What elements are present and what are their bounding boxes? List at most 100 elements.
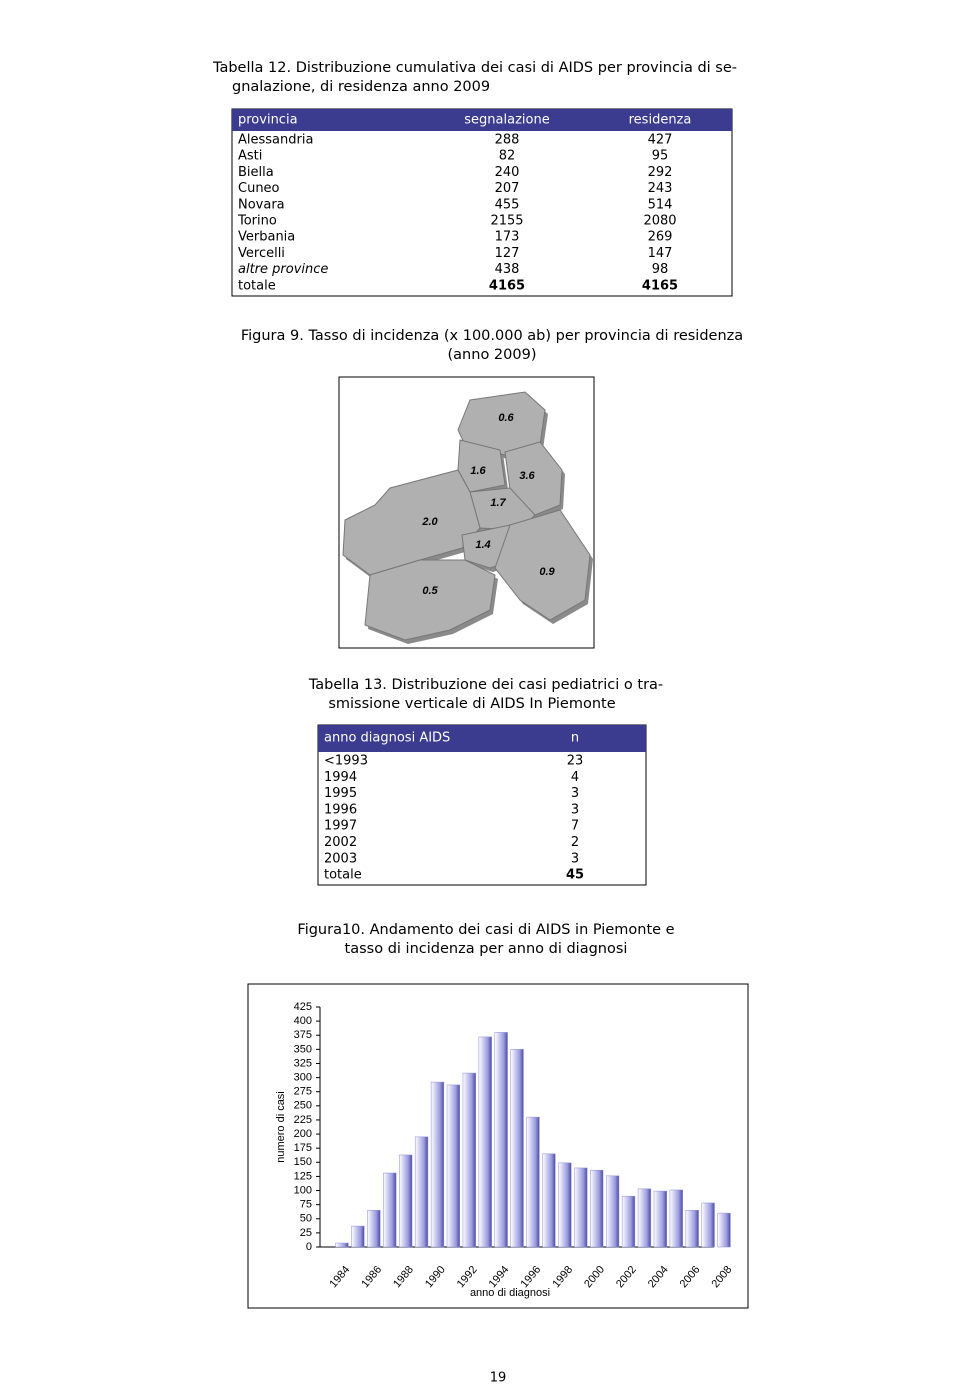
y-tick-label: 100 (294, 1184, 312, 1196)
table-cell: Biella (238, 165, 274, 180)
x-tick-label: 2008 (710, 1264, 735, 1290)
y-axis-label: numero di casi (275, 1091, 287, 1163)
y-tick-label: 0 (306, 1241, 312, 1253)
table-cell: Verbania (238, 230, 295, 245)
y-tick-label: 75 (300, 1199, 312, 1211)
map-label: 0.5 (422, 585, 438, 597)
table-cell: 95 (652, 149, 669, 164)
y-tick-label: 425 (294, 1001, 312, 1013)
table-cell: 4165 (642, 278, 678, 293)
y-tick-label: 200 (294, 1128, 312, 1140)
table-cell: Vercelli (238, 246, 285, 261)
bar (446, 1084, 461, 1248)
table-cell: 269 (648, 230, 673, 245)
bar (478, 1036, 492, 1248)
bar (574, 1167, 588, 1248)
x-tick-label: 2002 (614, 1264, 639, 1290)
x-tick-label: 1986 (359, 1264, 384, 1290)
y-tick-label: 50 (300, 1213, 312, 1225)
y-tick-label: 350 (294, 1043, 312, 1055)
bar (637, 1188, 652, 1248)
table-cell: Cuneo (238, 181, 280, 196)
table-cell: 288 (495, 133, 520, 148)
table-cell: 455 (495, 197, 520, 212)
table-cell: altre province (238, 262, 328, 277)
table-cell: totale (238, 278, 276, 293)
table-cell: 2155 (490, 214, 523, 229)
table-cell: 240 (495, 165, 520, 180)
table-cell: Asti (238, 149, 262, 164)
map-label: 2.0 (421, 516, 438, 528)
bar (462, 1072, 476, 1248)
chart-frame (247, 983, 749, 1309)
table-cell: <1993 (324, 754, 368, 769)
table-cell: Novara (238, 197, 285, 212)
table-cell: Torino (237, 214, 277, 229)
table-cell: 207 (495, 181, 520, 196)
table-cell: 3 (571, 802, 579, 817)
table-title: Tabella 12. Distribuzione cumulativa dei… (212, 60, 737, 76)
table-cell: 127 (495, 246, 520, 261)
table-cell: 4165 (489, 278, 525, 293)
table-cell: 45 (566, 868, 584, 883)
bar (669, 1189, 683, 1248)
bar (590, 1169, 604, 1248)
y-tick-label: 250 (294, 1100, 312, 1112)
table-cell: 4 (571, 770, 579, 785)
bar (335, 1242, 349, 1248)
y-tick-label: 325 (294, 1057, 312, 1069)
table-title: gnalazione, di residenza anno 2009 (232, 79, 490, 95)
table-cell: totale (324, 868, 362, 883)
table-cell: 2003 (324, 851, 357, 866)
bar (430, 1081, 445, 1248)
bar (717, 1212, 731, 1248)
bar (510, 1049, 524, 1248)
x-tick-label: 1990 (423, 1264, 448, 1290)
x-tick-label: 1988 (391, 1264, 416, 1290)
table-cell: 7 (571, 819, 579, 834)
table-cell: 3 (571, 786, 579, 801)
bar (414, 1136, 429, 1248)
table-cell: 98 (652, 262, 669, 277)
bar (558, 1162, 572, 1248)
y-tick-label: 400 (294, 1015, 312, 1027)
bar (526, 1116, 540, 1248)
chart-title: Figura10. Andamento dei casi di AIDS in … (297, 922, 674, 938)
map-label: 1.7 (490, 497, 506, 509)
table-cell: 3 (571, 851, 579, 866)
table-cell: 427 (648, 133, 673, 148)
map-label: 1.4 (475, 539, 490, 551)
header-cell: provincia (238, 113, 298, 128)
table-title: smissione verticale di AIDS In Piemonte (328, 696, 615, 712)
y-tick-label: 300 (294, 1071, 312, 1083)
bar (494, 1032, 508, 1248)
y-tick-label: 25 (300, 1227, 312, 1239)
x-tick-label: 1984 (327, 1264, 352, 1290)
bar (701, 1202, 715, 1248)
table-cell: 1996 (324, 802, 357, 817)
bar (685, 1210, 699, 1248)
table-cell: 23 (567, 754, 584, 769)
table-cell: 514 (648, 197, 673, 212)
header-cell: n (571, 731, 579, 746)
figure-title: Figura 9. Tasso di incidenza (x 100.000 … (241, 328, 743, 344)
table-cell: 173 (495, 230, 520, 245)
table-cell: 1997 (324, 819, 357, 834)
y-tick-label: 125 (294, 1170, 312, 1182)
map-frame (338, 376, 595, 649)
table-cell: 2 (571, 835, 579, 850)
bar (351, 1225, 365, 1248)
map-label: 3.6 (519, 470, 535, 482)
figure-title: (anno 2009) (448, 347, 537, 363)
table-cell: Alessandria (238, 133, 313, 148)
header-cell: segnalazione (464, 113, 549, 128)
y-tick-label: 175 (294, 1142, 312, 1154)
table-cell: 438 (495, 262, 520, 277)
table-cell: 1995 (324, 786, 357, 801)
table-cell: 2080 (643, 214, 676, 229)
y-tick-label: 275 (294, 1086, 312, 1098)
bar (653, 1190, 667, 1248)
x-tick-label: 2006 (678, 1264, 703, 1290)
header-cell: anno diagnosi AIDS (324, 731, 450, 746)
